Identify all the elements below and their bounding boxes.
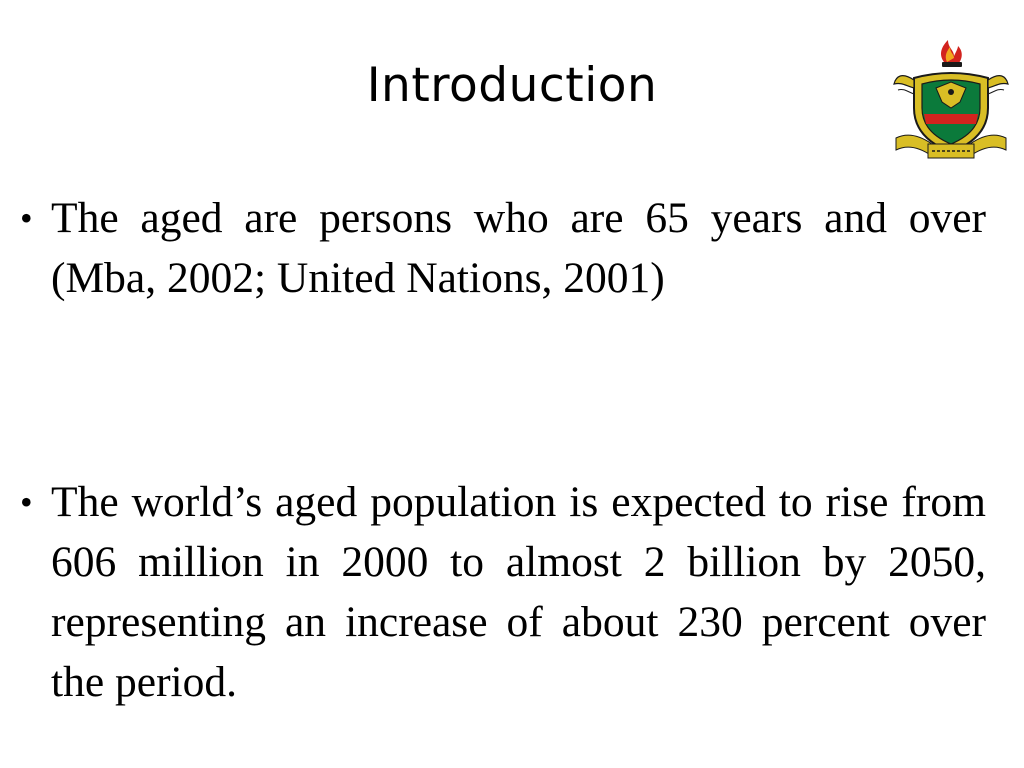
bullet-marker: •	[20, 198, 33, 238]
bullet-text: The world’s aged population is expected …	[51, 478, 986, 706]
bullet-item: • The aged are persons who are 65 years …	[20, 188, 986, 308]
bullet-marker: •	[20, 482, 33, 522]
slide-title: Introduction	[366, 58, 658, 113]
bullet-text: The aged are persons who are 65 years an…	[51, 194, 986, 302]
crest-graphic	[893, 40, 1009, 159]
university-crest-icon	[892, 38, 1010, 166]
bullet-item: • The world’s aged population is expecte…	[20, 472, 986, 712]
